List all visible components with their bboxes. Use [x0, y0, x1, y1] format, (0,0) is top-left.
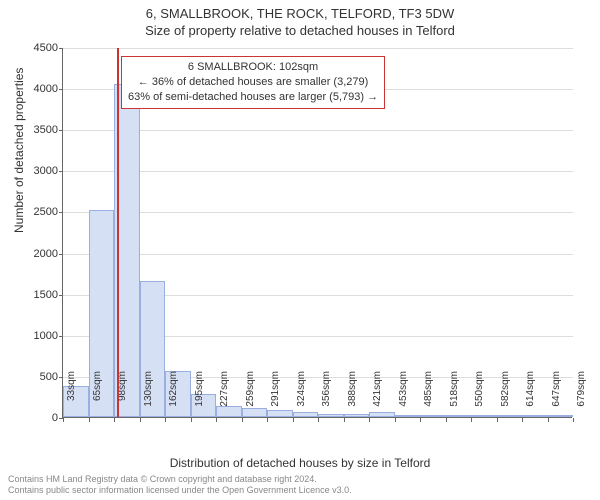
- grid-line: [63, 212, 573, 213]
- x-tick-label: 356sqm: [321, 371, 332, 421]
- x-tick-mark: [548, 418, 549, 422]
- x-tick-label: 550sqm: [474, 371, 485, 421]
- y-tick-mark: [59, 377, 63, 378]
- x-tick-label: 324sqm: [296, 371, 307, 421]
- chart-area: 33sqm65sqm98sqm130sqm162sqm195sqm227sqm2…: [62, 48, 572, 418]
- y-tick-label: 500: [18, 371, 58, 383]
- y-tick-label: 0: [18, 412, 58, 424]
- y-tick-label: 3000: [18, 165, 58, 177]
- x-tick-mark: [318, 418, 319, 422]
- x-tick-mark: [420, 418, 421, 422]
- y-tick-label: 4000: [18, 83, 58, 95]
- x-tick-mark: [293, 418, 294, 422]
- x-tick-label: 647sqm: [551, 371, 562, 421]
- x-tick-label: 130sqm: [143, 371, 154, 421]
- y-tick-mark: [59, 89, 63, 90]
- x-tick-label: 388sqm: [347, 371, 358, 421]
- x-tick-mark: [471, 418, 472, 422]
- annotation-line: 6 SMALLBROOK: 102sqm: [128, 60, 378, 75]
- x-tick-label: 679sqm: [576, 371, 587, 421]
- y-tick-mark: [59, 212, 63, 213]
- x-tick-mark: [216, 418, 217, 422]
- footer-attribution: Contains HM Land Registry data © Crown c…: [8, 474, 352, 496]
- x-tick-label: 453sqm: [398, 371, 409, 421]
- y-tick-label: 2000: [18, 248, 58, 260]
- x-tick-label: 195sqm: [194, 371, 205, 421]
- chart-container: 6, SMALLBROOK, THE ROCK, TELFORD, TF3 5D…: [0, 0, 600, 500]
- plot-region: 33sqm65sqm98sqm130sqm162sqm195sqm227sqm2…: [62, 48, 572, 418]
- x-tick-mark: [165, 418, 166, 422]
- x-tick-label: 259sqm: [245, 371, 256, 421]
- y-tick-label: 4500: [18, 42, 58, 54]
- x-tick-label: 33sqm: [66, 371, 77, 421]
- y-tick-mark: [59, 295, 63, 296]
- x-tick-mark: [114, 418, 115, 422]
- x-tick-label: 614sqm: [525, 371, 536, 421]
- grid-line: [63, 254, 573, 255]
- y-tick-label: 3500: [18, 124, 58, 136]
- annotation-line: 63% of semi-detached houses are larger (…: [128, 90, 378, 105]
- x-tick-mark: [140, 418, 141, 422]
- x-tick-mark: [497, 418, 498, 422]
- x-tick-label: 421sqm: [372, 371, 383, 421]
- x-tick-label: 227sqm: [219, 371, 230, 421]
- x-tick-label: 162sqm: [168, 371, 179, 421]
- y-tick-mark: [59, 171, 63, 172]
- x-tick-mark: [344, 418, 345, 422]
- x-axis-label: Distribution of detached houses by size …: [0, 456, 600, 470]
- marker-line: [117, 48, 119, 417]
- y-tick-mark: [59, 130, 63, 131]
- x-tick-label: 291sqm: [270, 371, 281, 421]
- annotation-box: 6 SMALLBROOK: 102sqm← 36% of detached ho…: [121, 56, 385, 109]
- x-tick-mark: [522, 418, 523, 422]
- grid-line: [63, 171, 573, 172]
- title-block: 6, SMALLBROOK, THE ROCK, TELFORD, TF3 5D…: [0, 0, 600, 40]
- x-tick-label: 582sqm: [500, 371, 511, 421]
- x-tick-mark: [446, 418, 447, 422]
- footer-line2: Contains public sector information licen…: [8, 485, 352, 496]
- x-tick-label: 65sqm: [92, 371, 103, 421]
- grid-line: [63, 48, 573, 49]
- x-tick-mark: [267, 418, 268, 422]
- x-tick-mark: [395, 418, 396, 422]
- x-tick-mark: [573, 418, 574, 422]
- x-tick-label: 485sqm: [423, 371, 434, 421]
- x-tick-mark: [89, 418, 90, 422]
- y-tick-mark: [59, 254, 63, 255]
- y-tick-mark: [59, 48, 63, 49]
- x-tick-mark: [191, 418, 192, 422]
- x-tick-mark: [242, 418, 243, 422]
- grid-line: [63, 130, 573, 131]
- x-tick-label: 518sqm: [449, 371, 460, 421]
- y-tick-mark: [59, 336, 63, 337]
- footer-line1: Contains HM Land Registry data © Crown c…: [8, 474, 352, 485]
- annotation-line: ← 36% of detached houses are smaller (3,…: [128, 75, 378, 90]
- title-subtitle: Size of property relative to detached ho…: [0, 23, 600, 40]
- y-tick-label: 1000: [18, 330, 58, 342]
- title-address: 6, SMALLBROOK, THE ROCK, TELFORD, TF3 5D…: [0, 6, 600, 23]
- y-tick-label: 1500: [18, 289, 58, 301]
- x-tick-mark: [369, 418, 370, 422]
- x-tick-mark: [63, 418, 64, 422]
- y-tick-label: 2500: [18, 206, 58, 218]
